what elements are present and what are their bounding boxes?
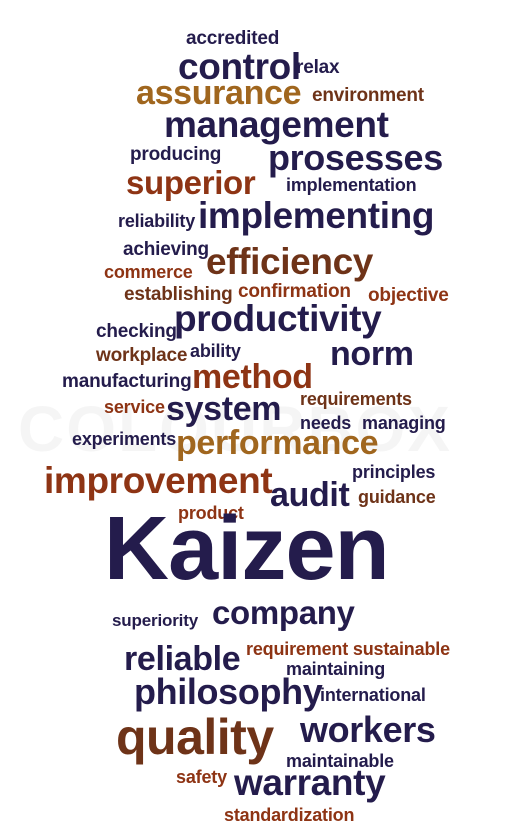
word-efficiency: efficiency [206,241,373,282]
word-workplace: workplace [96,345,188,366]
word-reliable: reliable [124,640,241,678]
word-product: product [178,503,244,523]
word-objective: objective [368,285,449,306]
word-experiments: experiments [72,429,177,449]
word-norm: norm [330,335,414,373]
word-productivity: productivity [174,298,382,339]
word-reliability: reliability [118,211,196,231]
word-checking: checking [96,321,177,342]
word-warranty: warranty [234,762,386,803]
word-method: method [192,358,313,396]
word-service: service [104,397,165,417]
word-requirements: requirements [300,389,412,409]
word-audit: audit [270,476,350,514]
word-achieving: achieving [123,239,209,260]
word-system: system [166,390,282,428]
word-workers: workers [300,709,436,750]
word-quality: quality [116,709,274,765]
word-kaizen: Kaizen [104,499,390,599]
word-commerce: commerce [104,262,193,282]
word-managing: managing [362,413,446,433]
word-prosesses: prosesses [268,137,443,178]
word-control: control [178,46,301,87]
word-principles: principles [352,462,436,482]
word-international: international [320,685,426,705]
word-standardization: standardization [224,805,355,825]
word-implementing: implementing [198,195,435,236]
word-philosophy: philosophy [134,671,323,712]
word-requirement-sustainable: requirement sustainable [246,639,450,659]
word-ability: ability [190,341,241,361]
word-accredited: accredited [186,28,280,49]
word-relax: relax [296,57,340,78]
word-management: management [164,104,389,145]
word-manufacturing: manufacturing [62,371,192,392]
word-confirmation: confirmation [238,281,351,302]
word-maintainable: maintainable [286,751,394,771]
word-establishing: establishing [124,284,233,305]
word-company: company [212,594,355,631]
word-improvement: improvement [44,460,273,501]
word-environment: environment [312,85,424,106]
word-maintaining: maintaining [286,659,386,679]
word-superiority: superiority [112,611,198,630]
word-superior: superior [126,164,256,201]
word-assurance: assurance [136,74,302,112]
word-implementation: implementation [286,175,417,195]
word-needs: needs [300,413,352,433]
word-producing: producing [130,144,222,165]
word-performance: performance [176,424,379,462]
word-guidance: guidance [358,487,436,507]
word-safety: safety [176,767,227,787]
